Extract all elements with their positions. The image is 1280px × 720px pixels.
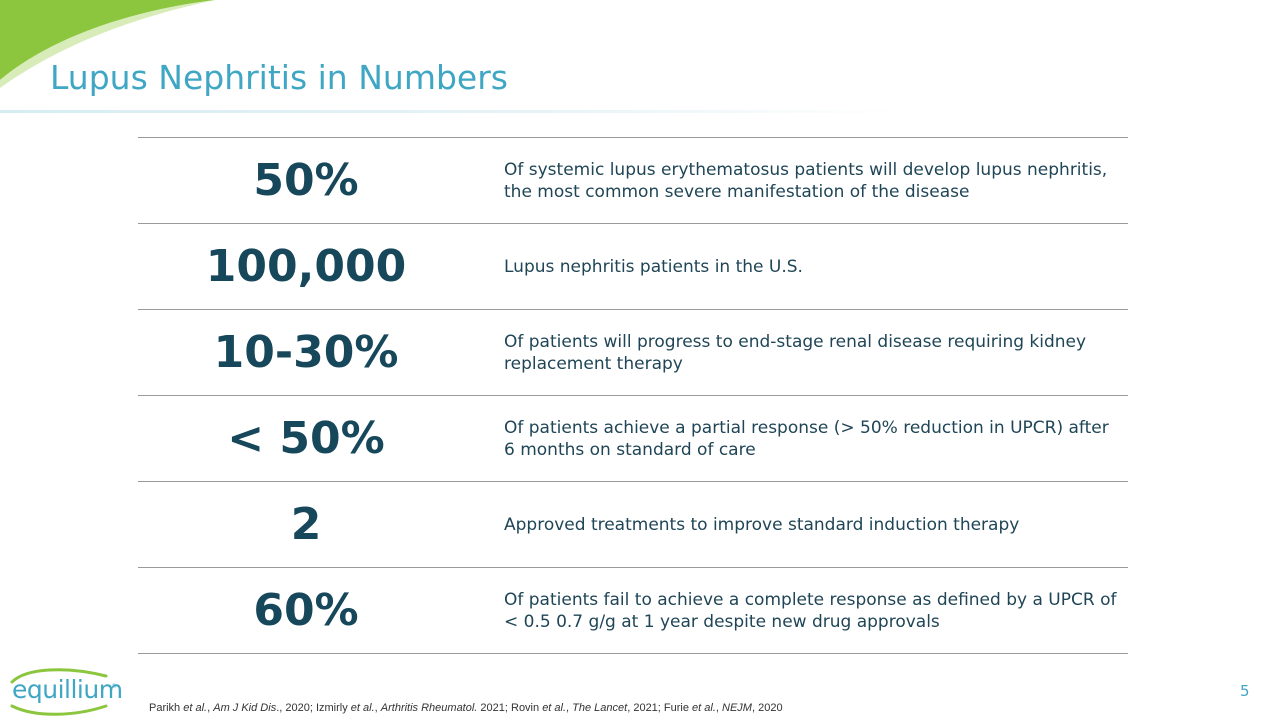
- stat-description: Of patients will progress to end-stage r…: [504, 331, 1087, 374]
- stat-value: 2: [290, 498, 322, 550]
- references-footnote: Parikh et al., Am J Kid Dis., 2020; Izmi…: [149, 702, 783, 714]
- stat-value: < 50%: [227, 412, 385, 464]
- title-divider: [0, 110, 900, 113]
- page-number: 5: [1240, 682, 1250, 700]
- logo-trademark: ®: [111, 683, 117, 690]
- stat-value: 50%: [253, 154, 359, 206]
- page-title: Lupus Nephritis in Numbers: [50, 58, 508, 97]
- stat-value: 60%: [253, 584, 359, 636]
- stats-table: 50% Of systemic lupus erythematosus pati…: [138, 137, 1128, 654]
- stat-row: 2 Approved treatments to improve standar…: [138, 481, 1128, 567]
- stat-description: Of patients achieve a partial response (…: [504, 417, 1109, 460]
- stat-row: 60% Of patients fail to achieve a comple…: [138, 567, 1128, 654]
- stat-description: Of patients fail to achieve a complete r…: [504, 589, 1117, 632]
- equillium-logo-icon: [10, 668, 108, 716]
- stat-row: 10-30% Of patients will progress to end-…: [138, 309, 1128, 395]
- stat-value: 100,000: [205, 240, 407, 292]
- corner-swoosh: [0, 0, 215, 88]
- stat-description: Lupus nephritis patients in the U.S.: [504, 256, 803, 277]
- stat-description: Approved treatments to improve standard …: [504, 514, 1020, 535]
- stat-row: 100,000 Lupus nephritis patients in the …: [138, 223, 1128, 309]
- stat-row: 50% Of systemic lupus erythematosus pati…: [138, 137, 1128, 223]
- logo-wordmark: equillium: [12, 675, 123, 704]
- stat-row: < 50% Of patients achieve a partial resp…: [138, 395, 1128, 481]
- stat-value: 10-30%: [213, 326, 399, 378]
- stat-description: Of systemic lupus erythematosus patients…: [504, 159, 1108, 202]
